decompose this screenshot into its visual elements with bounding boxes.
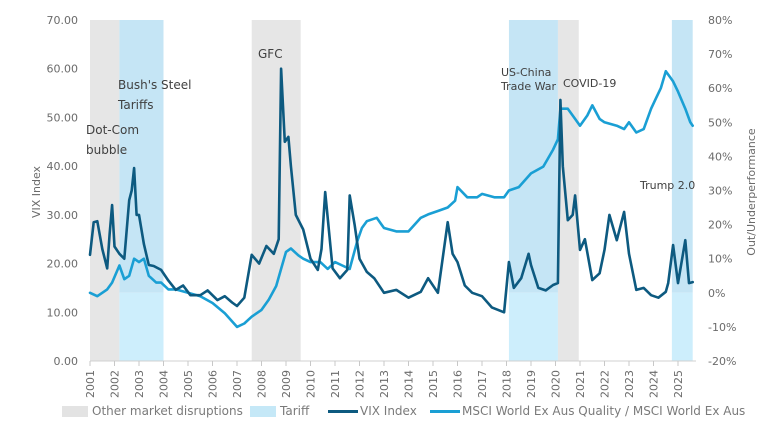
x-tick-label: 2025 <box>672 370 685 398</box>
legend: Other market disruptions Tariff VIX Inde… <box>0 404 780 426</box>
x-tick-label: 2013 <box>378 370 391 398</box>
right-tick-label: 50% <box>708 116 732 129</box>
annotation-trump: Trump 2.0 <box>639 179 695 192</box>
legend-swatch-msci <box>430 409 460 413</box>
band-trump-2-0-lower <box>671 292 693 361</box>
annotation-covid: COVID-19 <box>563 77 616 90</box>
legend-swatch-vix <box>328 409 358 413</box>
right-tick-label: 30% <box>708 185 732 198</box>
band-bush-s-steel-tariffs-lower <box>119 292 164 361</box>
x-tick-label: 2021 <box>574 370 587 398</box>
right-tick-label: 10% <box>708 253 732 266</box>
x-tick-label: 2024 <box>648 370 661 398</box>
annotation-bush-1: Bush's Steel <box>118 78 191 92</box>
band-bush-s-steel-tariffs <box>119 20 164 293</box>
annotation-dotcom-2: bubble <box>86 143 127 157</box>
annotation-uschina-1: US-China <box>501 66 551 79</box>
annotations: Dot-Com bubble Bush's Steel Tariffs GFC … <box>86 47 695 192</box>
band-us-china-trade-war-lower <box>508 292 558 361</box>
x-tick-label: 2023 <box>623 370 636 398</box>
legend-item-tariff: Tariff <box>250 404 309 418</box>
x-tick-label: 2018 <box>501 370 514 398</box>
x-tick-label: 2004 <box>158 370 171 398</box>
x-tick-label: 2016 <box>452 370 465 398</box>
left-tick-label: 60.00 <box>47 63 79 76</box>
series-lines <box>88 67 695 329</box>
left-tick-label: 30.00 <box>47 209 79 222</box>
right-tick-label: -10% <box>708 321 736 334</box>
annotation-dotcom-1: Dot-Com <box>86 123 139 137</box>
left-axis-ticks: 0.00 10.00 20.00 30.00 40.00 50.00 60.00 70.00 <box>47 14 79 368</box>
legend-label-msci: MSCI World Ex Aus Quality / MSCI World E… <box>462 404 746 418</box>
x-tick-label: 2014 <box>403 370 416 398</box>
band-dot-com-bubble <box>90 20 120 361</box>
annotation-bush-2: Tariffs <box>117 98 153 112</box>
x-tick-label: 2012 <box>354 370 367 398</box>
x-axis-ticks: 2001 2002 2003 2004 2005 2006 2007 2008 2009 2010… <box>84 361 685 398</box>
x-tick-label: 2008 <box>256 370 269 398</box>
legend-swatch-tariff <box>250 405 276 417</box>
right-tick-label: 20% <box>708 219 732 232</box>
annotation-gfc: GFC <box>258 47 283 61</box>
legend-swatch-other <box>62 405 88 417</box>
legend-label-tariff: Tariff <box>280 404 310 418</box>
x-tick-label: 2019 <box>525 370 538 398</box>
legend-label-other: Other market disruptions <box>92 404 243 418</box>
right-tick-label: -20% <box>708 355 736 368</box>
left-tick-label: 10.00 <box>47 306 79 319</box>
left-tick-label: 70.00 <box>47 14 79 27</box>
vix-index-line <box>88 67 695 314</box>
legend-label-vix: VIX Index <box>360 404 417 418</box>
x-tick-label: 2015 <box>427 370 440 398</box>
x-tick-label: 2003 <box>133 370 146 398</box>
legend-item-msci: MSCI World Ex Aus Quality / MSCI World E… <box>430 404 745 418</box>
event-bands <box>90 20 693 361</box>
x-tick-label: 2007 <box>231 370 244 398</box>
x-tick-label: 2006 <box>207 370 220 398</box>
left-tick-label: 0.00 <box>54 355 79 368</box>
legend-item-other: Other market disruptions <box>62 404 243 418</box>
left-tick-label: 20.00 <box>47 258 79 271</box>
right-axis-label: Out/Underperformance <box>745 128 758 256</box>
x-tick-label: 2022 <box>599 370 612 398</box>
annotation-uschina-2: Trade War <box>500 80 557 93</box>
x-tick-label: 2005 <box>182 370 195 398</box>
right-tick-label: 40% <box>708 150 732 163</box>
x-tick-label: 2002 <box>109 370 122 398</box>
x-tick-label: 2020 <box>550 370 563 398</box>
right-tick-label: 0% <box>708 287 725 300</box>
legend-item-vix: VIX Index <box>328 404 417 418</box>
band-covid-19 <box>557 20 579 361</box>
left-tick-label: 50.00 <box>47 111 79 124</box>
right-axis-ticks: -20% -10% 0% 10% 20% 30% 40% 50% 60% 70% 80% <box>708 14 736 368</box>
x-tick-label: 2010 <box>305 370 318 398</box>
x-tick-label: 2017 <box>476 370 489 398</box>
left-axis-label: VIX Index <box>30 165 43 218</box>
x-tick-label: 2009 <box>280 370 293 398</box>
right-tick-label: 60% <box>708 82 732 95</box>
right-tick-label: 70% <box>708 48 732 61</box>
msci-quality-ratio-line <box>88 69 695 329</box>
left-tick-label: 40.00 <box>47 160 79 173</box>
x-tick-label: 2011 <box>329 370 342 398</box>
right-tick-label: 80% <box>708 14 732 27</box>
x-tick-label: 2001 <box>84 370 97 398</box>
